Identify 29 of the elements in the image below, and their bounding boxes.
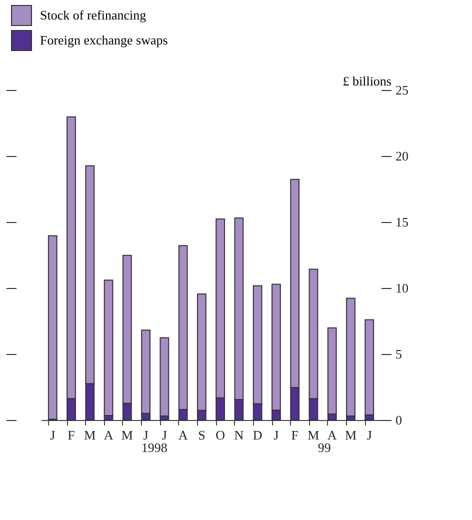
x-tick-label: J <box>50 428 56 442</box>
text: 1998 <box>141 440 168 455</box>
x-tick-label: M <box>344 428 357 442</box>
y-tick-label: 10 <box>396 280 408 296</box>
x-tick-label: J <box>274 428 279 442</box>
x-tick-label: J <box>143 428 148 442</box>
text: 99 <box>318 440 331 455</box>
y-axis-title: £ billions <box>342 74 392 88</box>
x-tick-label: S <box>198 428 206 442</box>
x-tick-label: D <box>252 428 262 442</box>
x-tick-label: M <box>121 428 134 442</box>
y-tick-label: 20 <box>396 148 408 164</box>
x-tick-label: J <box>162 428 167 442</box>
legend-label: Stock of refinancing <box>40 8 147 22</box>
y-tick-label: 0 <box>396 412 402 428</box>
x-tick-label: M <box>84 428 96 442</box>
x-tick-label: A <box>327 428 338 442</box>
x-tick-label: O <box>216 428 226 442</box>
legend-label: Foreign exchange swaps <box>40 32 168 48</box>
x-tick-label: A <box>178 428 188 442</box>
x-tick-label: F <box>291 428 298 442</box>
y-tick-label: 25 <box>396 82 408 98</box>
x-tick-label: J <box>366 428 372 442</box>
x-tick-label: A <box>104 428 114 442</box>
x-tick-label: N <box>234 428 244 442</box>
x-tick-label: F <box>68 428 75 442</box>
y-tick-label: 5 <box>396 346 402 362</box>
y-tick-label: 15 <box>396 214 408 230</box>
x-tick-label: M <box>308 428 320 442</box>
